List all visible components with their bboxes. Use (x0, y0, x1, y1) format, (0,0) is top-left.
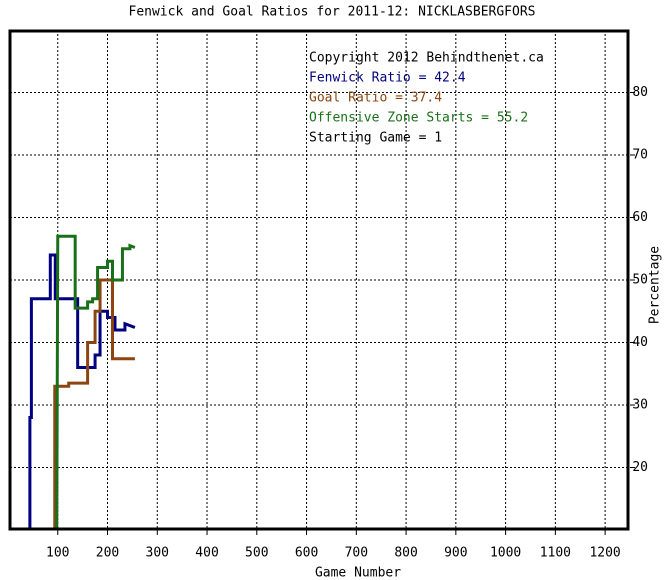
x-tick-label: 200 (96, 546, 119, 561)
plot-frame (8, 29, 630, 531)
legend-entry: Fenwick Ratio = 42.4 (309, 71, 466, 86)
x-tick-label: 300 (146, 546, 169, 561)
y-tick-label: 20 (632, 460, 648, 475)
y-tick-label: 50 (632, 273, 648, 288)
x-tick-label: 800 (394, 546, 417, 561)
x-tick-label: 500 (245, 546, 268, 561)
x-tick-label: 100 (46, 546, 69, 561)
x-tick-label: 600 (295, 546, 318, 561)
y-tick-label: 40 (632, 335, 648, 350)
chart-title: Fenwick and Goal Ratios for 2011-12: NIC… (129, 5, 536, 20)
x-axis-label: Game Number (315, 566, 401, 580)
x-tick-label: 400 (195, 546, 218, 561)
x-tick-label: 700 (345, 546, 368, 561)
annotation: Copyright 2012 Behindthenet.ca (309, 51, 544, 66)
x-tick-label: 1100 (540, 546, 571, 561)
y-tick-label: 80 (632, 85, 648, 100)
y-tick-label: 30 (632, 398, 648, 413)
data-line (28, 253, 136, 530)
y-tick-label: 60 (632, 210, 648, 225)
y-tick-label: 70 (632, 148, 648, 163)
x-tick-label: 1200 (589, 546, 620, 561)
data-line (55, 234, 136, 531)
legend-entry: Goal Ratio = 37.4 (309, 91, 442, 106)
y-axis-label: Percentage (648, 246, 663, 324)
x-tick-label: 900 (444, 546, 467, 561)
x-tick-label: 1000 (490, 546, 521, 561)
legend-entry: Offensive Zone Starts = 55.2 (309, 111, 528, 126)
annotation: Starting Game = 1 (309, 131, 442, 146)
